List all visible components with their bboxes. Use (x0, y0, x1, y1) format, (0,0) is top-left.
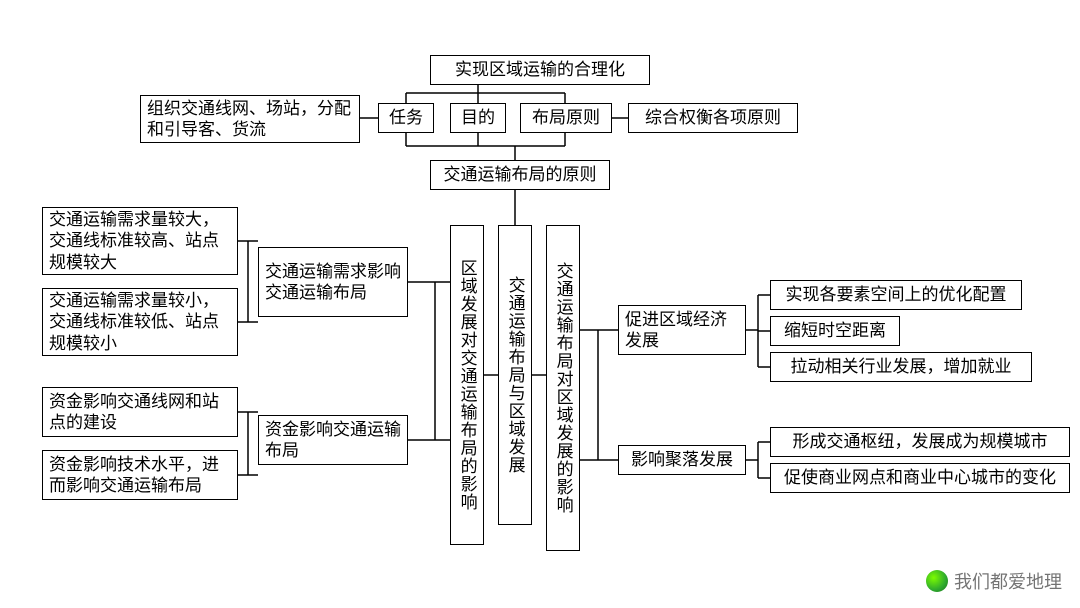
node-r_mid1: 促进区域经济发展 (618, 305, 746, 355)
node-center_right: 交通运输布局对区域发展的影响 (546, 225, 580, 551)
diagram-stage: 我们都爱地理 实现区域运输的合理化组织交通线网、场站，分配和引导客、货流任务目的… (0, 0, 1080, 608)
node-l_a: 交通运输需求量较大，交通线标准较高、站点规模较大 (42, 207, 238, 275)
node-top_goal: 实现区域运输的合理化 (430, 55, 650, 85)
node-r_d: 形成交通枢纽，发展成为规模城市 (770, 427, 1070, 457)
node-top_purpose: 目的 (450, 103, 506, 133)
node-r_a: 实现各要素空间上的优化配置 (770, 280, 1022, 310)
wechat-icon (926, 570, 948, 592)
node-top_task_desc: 组织交通线网、场站，分配和引导客、货流 (140, 95, 360, 143)
node-top_layout_rule: 布局原则 (520, 103, 612, 133)
node-top_task: 任务 (378, 103, 434, 133)
watermark-text: 我们都爱地理 (954, 568, 1062, 594)
node-r_b: 缩短时空距离 (770, 316, 900, 346)
watermark: 我们都爱地理 (926, 568, 1062, 594)
node-r_c: 拉动相关行业发展，增加就业 (770, 352, 1032, 382)
node-center_main: 交通运输布局与区域发展 (498, 225, 532, 525)
node-l_c: 资金影响交通线网和站点的建设 (42, 387, 238, 437)
node-l_b: 交通运输需求量较小，交通线标准较低、站点规模较小 (42, 288, 238, 356)
node-l_d: 资金影响技术水平，进而影响交通运输布局 (42, 450, 238, 500)
node-r_e: 促使商业网点和商业中心城市的变化 (770, 463, 1070, 493)
node-top_principle: 交通运输布局的原则 (430, 160, 610, 190)
node-l_mid2: 资金影响交通运输布局 (258, 415, 408, 465)
node-r_mid2: 影响聚落发展 (618, 445, 746, 475)
node-top_rule_desc: 综合权衡各项原则 (628, 103, 798, 133)
node-center_left: 区域发展对交通运输布局的影响 (450, 225, 484, 545)
node-l_mid1: 交通运输需求影响交通运输布局 (258, 247, 408, 317)
